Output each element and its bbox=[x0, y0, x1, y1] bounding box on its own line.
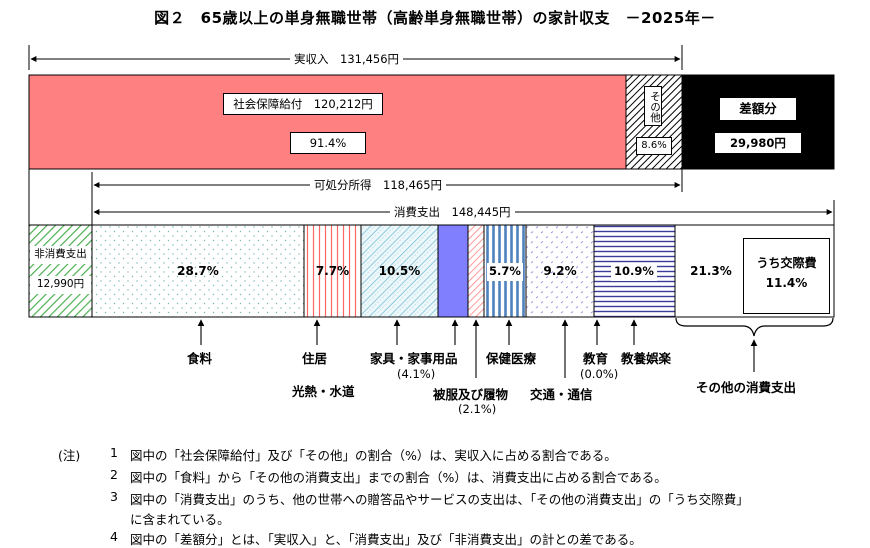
non-consumption-value: 12,990円 bbox=[30, 276, 91, 294]
clothing-category: 被服及び履物 bbox=[433, 387, 509, 402]
social-expenses-percent: 11.4% bbox=[765, 276, 808, 290]
food-segment bbox=[91, 224, 305, 318]
utilities-category: 光熱・水道 bbox=[292, 384, 355, 399]
non-consumption-label: 非消費支出 bbox=[30, 246, 91, 264]
food-percent: 28.7% bbox=[177, 264, 219, 278]
housing-percent: 7.7% bbox=[315, 264, 350, 278]
education-category: 教育 bbox=[583, 351, 609, 366]
utilities-segment bbox=[360, 224, 439, 318]
other-consumption-percent: 21.3% bbox=[690, 264, 732, 278]
furniture-subpercent: (4.1%) bbox=[397, 367, 436, 381]
page-title: 図２ 65歳以上の単身無職世帯（高齢単身無職世帯）の家計収支 －2025年－ bbox=[154, 9, 716, 27]
note-2-num: 2 bbox=[110, 467, 118, 482]
recreation-category: 教養娯楽 bbox=[621, 351, 672, 366]
social-security-label: 社会保障給付 120,212円 bbox=[223, 93, 383, 115]
other-income-label: その他 bbox=[644, 86, 662, 126]
deficit-label: 差額分 bbox=[719, 97, 797, 121]
note-4-num: 4 bbox=[110, 529, 118, 544]
note-4-text: 図中の「差額分」とは、「実収入」と、「消費支出」及び「非消費支出」の計との差であ… bbox=[130, 532, 642, 547]
utilities-percent: 10.5% bbox=[378, 264, 421, 278]
other-income-percent: 8.6% bbox=[636, 137, 672, 155]
education-subpercent: (0.0%) bbox=[580, 367, 619, 381]
note-3-num: 3 bbox=[110, 489, 118, 504]
transport-category: 交通・通信 bbox=[530, 387, 593, 402]
medical-percent: 5.7% bbox=[487, 263, 523, 281]
clothing-subpercent: (2.1%) bbox=[458, 402, 497, 416]
other-consumption-brace bbox=[675, 317, 834, 337]
recreation-percent: 10.9% bbox=[611, 263, 657, 281]
clothing-segment bbox=[467, 224, 485, 318]
social-expenses-label: うち交際費 bbox=[756, 256, 817, 270]
note-1-text: 図中の「社会保障給付」及び「その他」の割合（%）は、実収入に占める割合である。 bbox=[130, 448, 617, 463]
social-security-percent: 91.4% bbox=[290, 132, 366, 154]
medical-category: 保健医療 bbox=[486, 351, 537, 366]
non-consumption-segment bbox=[28, 224, 93, 318]
disposable-income-label: 可処分所得 118,465円 bbox=[310, 177, 447, 193]
consumption-total-label: 消費支出 148,445円 bbox=[390, 204, 515, 220]
transport-percent: 9.2% bbox=[543, 264, 577, 278]
note-1-num: 1 bbox=[110, 445, 118, 460]
income-total-label: 実収入 131,456円 bbox=[290, 51, 404, 67]
housing-segment bbox=[303, 224, 362, 318]
housing-category: 住居 bbox=[302, 351, 328, 366]
social-security-segment bbox=[28, 74, 627, 170]
note-3-continuation: に含まれている。 bbox=[130, 512, 230, 527]
food-category: 食料 bbox=[187, 351, 213, 366]
furniture-category: 家具・家事用品 bbox=[370, 351, 458, 366]
deficit-segment bbox=[681, 74, 835, 170]
social-expenses-box bbox=[743, 238, 830, 314]
note-2-text: 図中の「食料」から「その他の消費支出」までの割合（%）は、消費支出に占める割合で… bbox=[130, 470, 667, 485]
other-consumption-category: その他の消費支出 bbox=[696, 380, 797, 395]
notes-marker: (注) bbox=[58, 448, 81, 463]
furniture-segment bbox=[437, 224, 469, 318]
note-3-text: 図中の「消費支出」のうち、他の世帯への贈答品やサービスの支出は、「その他の消費支… bbox=[130, 492, 749, 507]
deficit-value: 29,980円 bbox=[714, 132, 802, 154]
